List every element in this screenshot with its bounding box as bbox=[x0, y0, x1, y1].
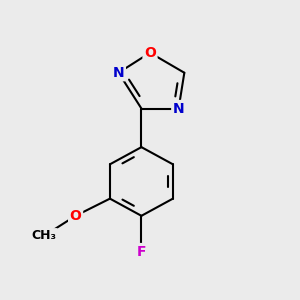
Text: N: N bbox=[173, 101, 184, 116]
Text: N: N bbox=[113, 66, 124, 80]
Text: O: O bbox=[70, 209, 82, 223]
Text: F: F bbox=[137, 244, 146, 259]
Text: O: O bbox=[144, 46, 156, 60]
Text: CH₃: CH₃ bbox=[32, 229, 57, 242]
